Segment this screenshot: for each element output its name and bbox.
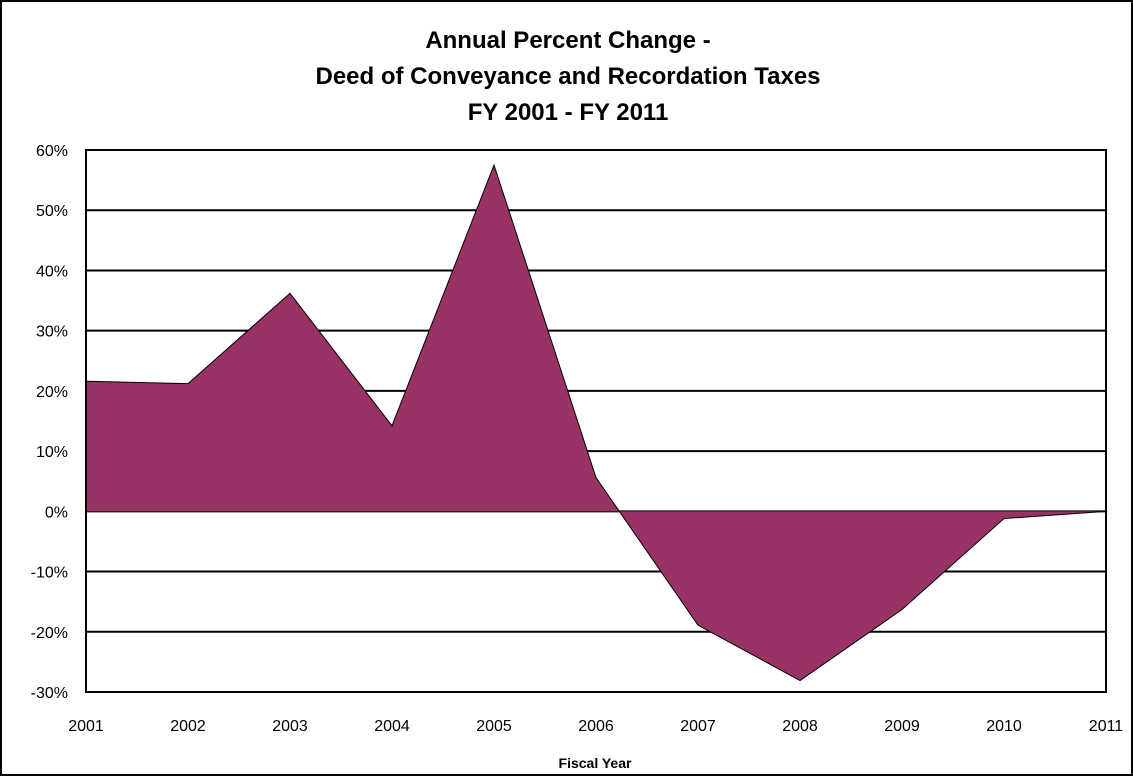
x-axis-tick-labels: 2001 2002 2003 2004 2005 2006 2007 2008 2009 2010… — [68, 718, 1123, 735]
x-tick-label: 2009 — [884, 718, 920, 735]
y-tick-label: -10% — [31, 565, 68, 582]
y-tick-label: 20% — [36, 384, 68, 401]
x-tick-label: 2005 — [476, 718, 512, 735]
chart-title-line-1: Annual Percent Change - — [425, 27, 710, 54]
plot-border — [85, 149, 1107, 693]
y-tick-label: 0% — [45, 504, 68, 521]
data-point — [799, 680, 801, 682]
y-tick-label: -30% — [31, 685, 68, 702]
data-point — [595, 477, 597, 479]
y-axis-tick-labels: -30% -20% -10% 0% 10% 20% 30% 40% 50% 60% — [31, 143, 68, 702]
x-tick-label: 2011 — [1089, 718, 1124, 735]
y-tick-label: -20% — [31, 625, 68, 642]
x-tick-label: 2004 — [374, 718, 410, 735]
y-tick-label: 60% — [36, 143, 68, 160]
data-point — [289, 292, 291, 294]
y-tick-label: 50% — [36, 203, 68, 220]
x-tick-label: 2010 — [986, 718, 1022, 735]
data-point — [493, 164, 495, 166]
data-point — [1003, 518, 1005, 520]
x-tick-label: 2006 — [578, 718, 614, 735]
x-tick-label: 2002 — [170, 718, 206, 735]
x-tick-label: 2008 — [782, 718, 818, 735]
series-area — [86, 165, 1106, 681]
data-point — [187, 383, 189, 385]
x-tick-label: 2007 — [680, 718, 716, 735]
chart-title-line-2: Deed of Conveyance and Recordation Taxes — [315, 63, 820, 90]
data-point — [697, 624, 699, 626]
data-point — [901, 608, 903, 610]
x-tick-label: 2003 — [272, 718, 308, 735]
plot-area — [85, 149, 1107, 693]
y-tick-label: 40% — [36, 263, 68, 280]
data-point — [391, 425, 393, 427]
y-tick-label: 30% — [36, 324, 68, 341]
chart-title-line-3: FY 2001 - FY 2011 — [468, 99, 669, 126]
x-axis-title: Fiscal Year — [559, 755, 632, 771]
x-tick-label: 2001 — [68, 718, 104, 735]
y-tick-label: 10% — [36, 444, 68, 461]
